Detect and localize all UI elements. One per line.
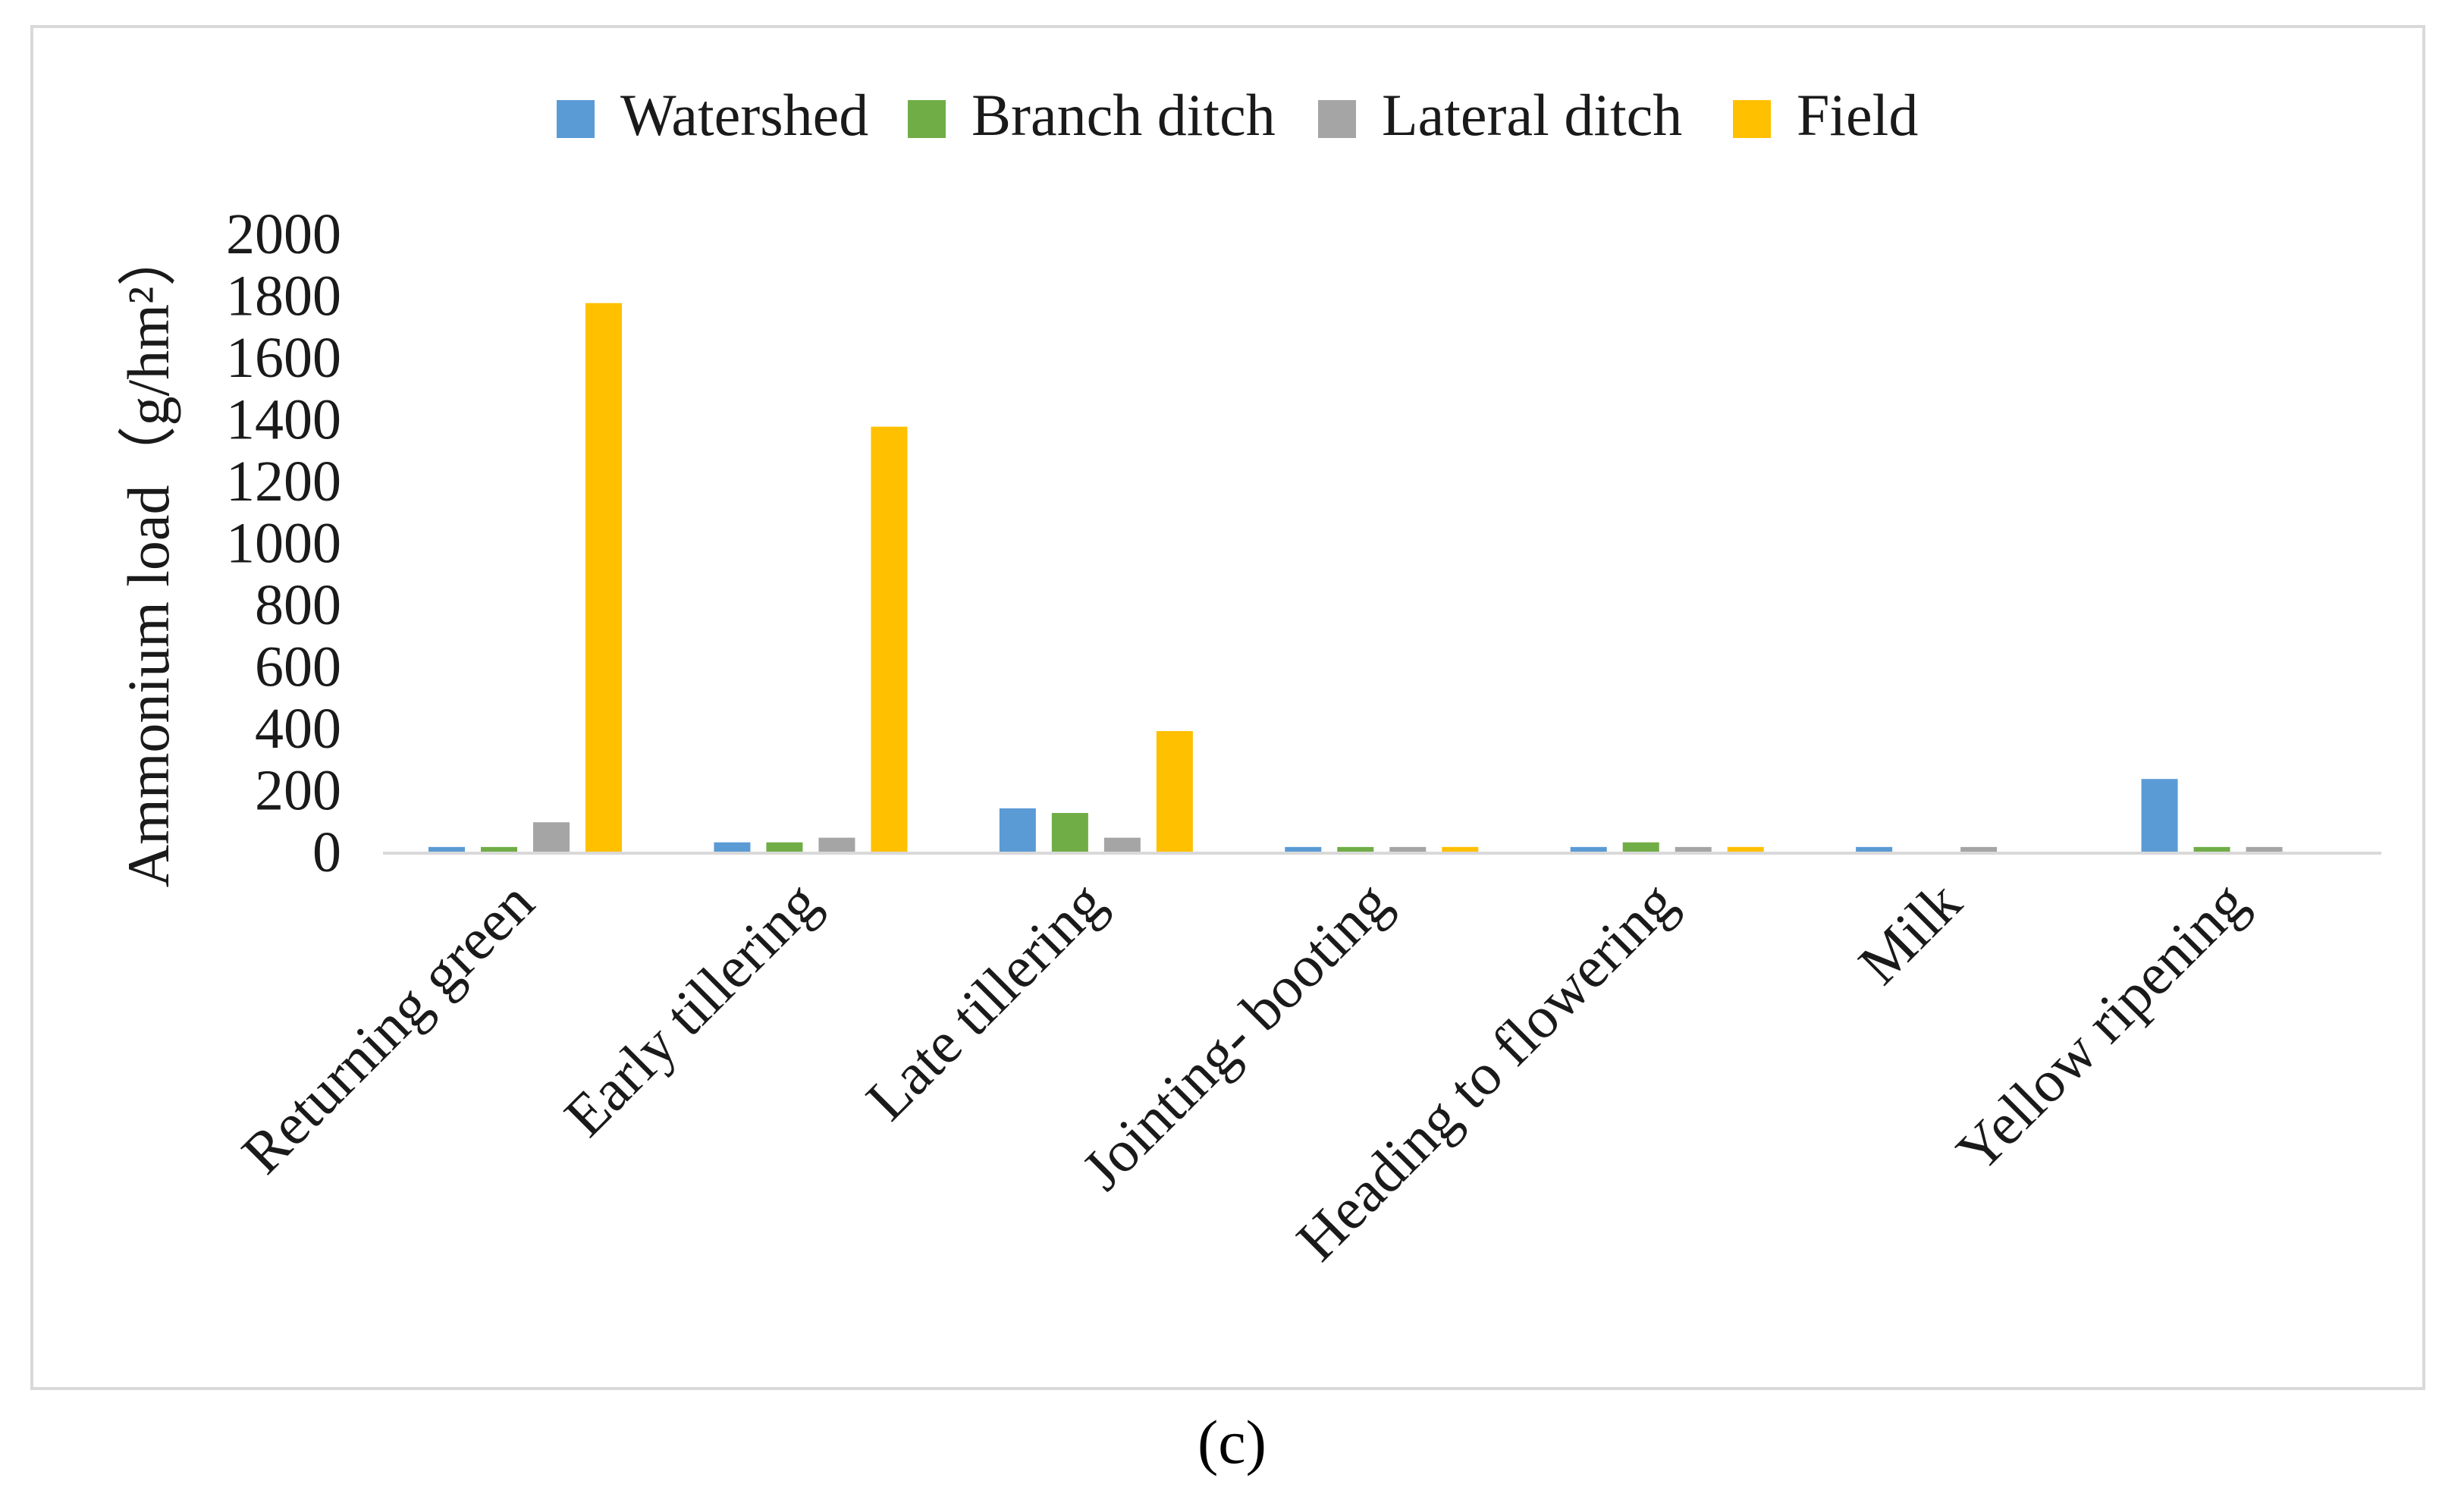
legend-swatch-lateral-ditch bbox=[1318, 100, 1356, 138]
chart-frame bbox=[30, 25, 2425, 1390]
y-tick-label-1400: 1400 bbox=[226, 388, 341, 452]
legend-label-lateral-ditch: Lateral ditch bbox=[1382, 82, 1682, 148]
y-tick-label-1600: 1600 bbox=[226, 326, 341, 390]
y-axis-title: Ammonium load（g/hm²） bbox=[115, 228, 181, 888]
bar-field-late-tillering bbox=[1156, 731, 1193, 853]
y-tick-label-0: 0 bbox=[312, 821, 341, 884]
bar-branch-ditch-jointing-booting bbox=[1337, 846, 1374, 853]
y-tick-label-1800: 1800 bbox=[226, 265, 341, 328]
bar-watershed-early-tillering bbox=[714, 842, 751, 853]
legend-swatch-watershed bbox=[557, 100, 595, 138]
bar-lateral-ditch-jointing-booting bbox=[1389, 846, 1427, 853]
x-tick-label-early-tillering: Early tillering bbox=[551, 869, 831, 1149]
x-tick-label-jointing-booting: Jointing- booting bbox=[1069, 869, 1403, 1203]
legend-label-field: Field bbox=[1797, 82, 1918, 148]
y-tick-label-600: 600 bbox=[255, 636, 341, 699]
legend-label-watershed: Watershed bbox=[620, 82, 868, 148]
x-tick-label-milk: Milk bbox=[1846, 869, 1974, 997]
bar-watershed-late-tillering bbox=[999, 808, 1036, 853]
x-tick-label-returning-green: Returning green bbox=[229, 869, 546, 1186]
bar-branch-ditch-early-tillering bbox=[766, 842, 803, 853]
x-tick-label-late-tillering: Late tillering bbox=[853, 869, 1117, 1133]
x-tick-label-yellow-ripening: Yellow ripening bbox=[1944, 869, 2259, 1185]
legend-swatch-field bbox=[1733, 100, 1771, 138]
y-tick-label-1200: 1200 bbox=[226, 450, 341, 513]
bar-series bbox=[428, 303, 2283, 853]
bar-branch-ditch-late-tillering bbox=[1051, 813, 1088, 853]
y-tick-label-200: 200 bbox=[255, 759, 341, 823]
y-tick-label-800: 800 bbox=[255, 573, 341, 637]
bar-watershed-heading-to-flowering bbox=[1570, 846, 1607, 853]
bar-watershed-yellow-ripening bbox=[2141, 779, 2178, 853]
legend-label-branch-ditch: Branch ditch bbox=[971, 82, 1276, 148]
bar-lateral-ditch-returning-green bbox=[533, 822, 570, 853]
bar-watershed-jointing-booting bbox=[1285, 846, 1322, 853]
bar-branch-ditch-returning-green bbox=[481, 846, 517, 853]
bar-lateral-ditch-early-tillering bbox=[818, 837, 855, 853]
bar-lateral-ditch-yellow-ripening bbox=[2246, 846, 2283, 853]
bar-watershed-returning-green bbox=[428, 846, 465, 853]
bar-lateral-ditch-late-tillering bbox=[1103, 837, 1141, 853]
legend-item-branch-ditch: Branch ditch bbox=[908, 82, 1276, 148]
bar-field-jointing-booting bbox=[1442, 846, 1479, 853]
bar-field-heading-to-flowering bbox=[1727, 846, 1764, 853]
figure-caption: (c) bbox=[1197, 1408, 1267, 1477]
bar-watershed-milk bbox=[1856, 846, 1893, 853]
y-tick-label-400: 400 bbox=[255, 697, 341, 761]
bar-lateral-ditch-milk bbox=[1960, 846, 1998, 853]
bar-lateral-ditch-heading-to-flowering bbox=[1675, 846, 1712, 853]
x-axis-category-labels: Returning green Early tillering Late tille… bbox=[229, 869, 2259, 1273]
legend-item-field: Field bbox=[1733, 82, 1918, 148]
legend: Watershed Branch ditch Lateral ditch Field bbox=[557, 82, 1918, 148]
bar-field-early-tillering bbox=[871, 426, 908, 853]
legend-swatch-branch-ditch bbox=[908, 100, 946, 138]
legend-item-lateral-ditch: Lateral ditch bbox=[1318, 82, 1682, 148]
legend-item-watershed: Watershed bbox=[557, 82, 868, 148]
y-tick-label-1000: 1000 bbox=[226, 512, 341, 576]
y-tick-label-2000: 2000 bbox=[226, 202, 341, 266]
bar-branch-ditch-heading-to-flowering bbox=[1622, 842, 1659, 853]
bar-branch-ditch-yellow-ripening bbox=[2193, 846, 2230, 853]
bar-field-returning-green bbox=[585, 303, 622, 853]
